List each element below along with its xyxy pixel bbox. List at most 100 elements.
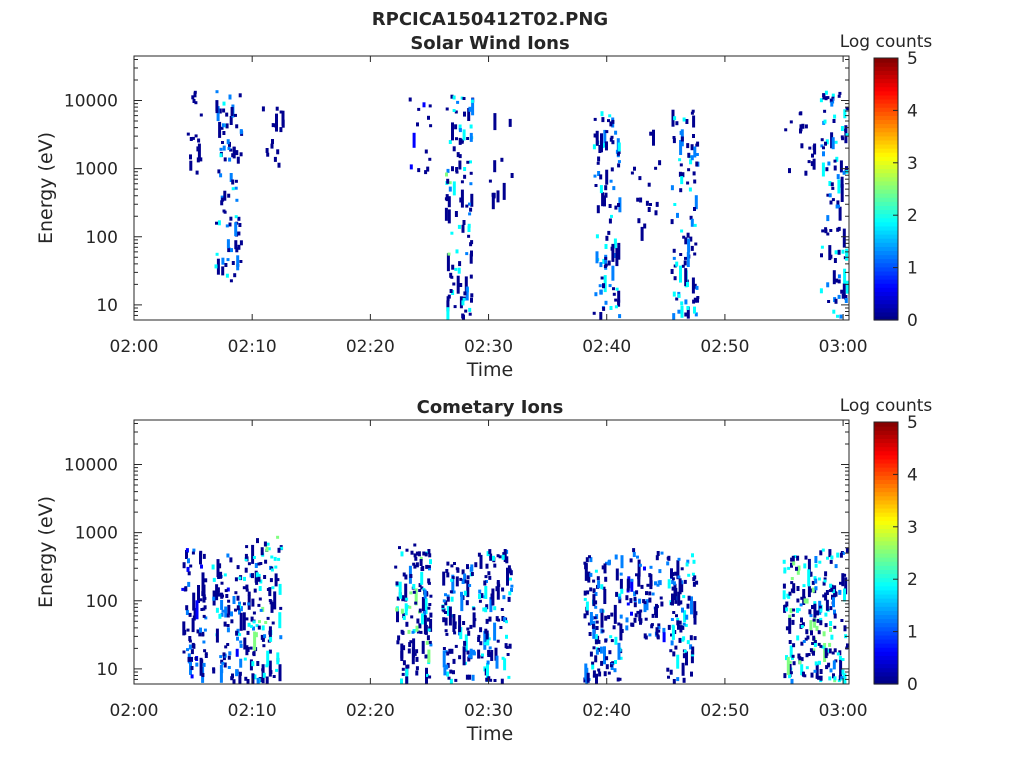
solar-wind-cell <box>605 169 609 185</box>
solar-wind-cell <box>428 157 432 161</box>
solar-wind-cell <box>427 115 430 120</box>
solar-wind-cell <box>199 113 203 117</box>
cometary-cell <box>844 577 848 595</box>
cometary-cell <box>841 551 845 555</box>
cometary-colorbar-step <box>874 553 898 558</box>
cometary-cell <box>397 635 401 641</box>
cometary-cell <box>202 614 206 618</box>
cometary-cell <box>186 566 190 572</box>
cometary-cell <box>278 612 282 629</box>
cometary-cell <box>796 598 800 603</box>
cometary-cell <box>814 586 818 591</box>
cometary-cell <box>220 612 224 617</box>
cometary-cell <box>501 656 505 660</box>
cometary-cell <box>676 617 680 621</box>
solar-wind-cell <box>834 298 838 304</box>
cometary-colorbar-step <box>874 675 898 681</box>
cometary-cell <box>596 576 600 581</box>
cometary-cell <box>816 610 819 616</box>
solar-wind-cell <box>603 195 606 207</box>
cometary-cell <box>585 557 589 563</box>
cometary-cell <box>442 608 446 613</box>
solar-wind-cell <box>416 122 419 127</box>
cometary-colorbar-step <box>874 634 898 640</box>
solar-wind-cell <box>236 255 240 271</box>
cometary-cell <box>834 564 838 569</box>
solar-wind-colorbar-step <box>874 221 898 227</box>
solar-wind-colorbar-step <box>874 213 898 219</box>
cometary-cell <box>802 584 806 588</box>
cometary-cell <box>684 623 688 627</box>
cometary-cell <box>595 620 599 624</box>
solar-wind-cell <box>808 146 812 150</box>
solar-wind-cell <box>845 166 848 171</box>
solar-wind-cell <box>233 273 237 278</box>
solar-wind-colorbar-step <box>874 279 898 284</box>
cometary-cell <box>215 628 219 643</box>
cometary-cell <box>816 618 820 623</box>
solar-wind-cell <box>842 283 846 296</box>
solar-wind-cell <box>598 145 602 153</box>
cometary-panel: Cometary Ions 02:00 02:10 02:20 02:30 02:40 0… <box>35 396 932 745</box>
cometary-cell <box>236 605 240 611</box>
cometary-cell <box>264 559 268 564</box>
cometary-colorbar-step <box>874 561 898 566</box>
cometary-cell <box>416 630 420 634</box>
cometary-cell <box>631 622 635 627</box>
solar-wind-colorbar-step <box>874 107 898 112</box>
solar-wind-colorbar-step <box>874 299 898 305</box>
cometary-cell <box>222 652 226 657</box>
cometary-cell <box>677 624 680 630</box>
cometary-cell <box>618 677 622 681</box>
cometary-colorbar-step <box>874 651 898 656</box>
solar-wind-cell <box>274 123 278 128</box>
cometary-cell <box>216 559 220 578</box>
cometary-cell <box>185 610 189 615</box>
cometary-cell <box>243 576 246 581</box>
cometary-cell <box>585 610 589 616</box>
cometary-cell <box>508 591 512 596</box>
cometary-cell <box>236 671 240 675</box>
cometary-cell <box>422 551 426 556</box>
cometary-cell <box>832 660 836 670</box>
solar-wind-colorbar-step <box>874 115 898 120</box>
solar-wind-cell <box>608 218 612 224</box>
solar-wind-cell <box>682 117 686 122</box>
solar-wind-colorbar-step <box>874 156 898 161</box>
cometary-cell <box>785 655 788 661</box>
cometary-cell <box>188 636 192 641</box>
solar-wind-cell <box>611 140 615 145</box>
cometary-cell <box>459 627 463 640</box>
cometary-colorbar-step <box>874 593 898 599</box>
cometary-cell <box>506 567 509 586</box>
cometary-cell <box>691 553 694 558</box>
cometary-cell <box>635 573 638 577</box>
solar-wind-cell <box>463 167 467 171</box>
solar-wind-cell <box>226 258 230 262</box>
cometary-colorbar-step <box>874 544 898 550</box>
cometary-cell <box>275 668 279 672</box>
solar-wind-cell <box>488 179 492 183</box>
solar-wind-cell <box>197 143 201 158</box>
cometary-cell <box>405 597 409 601</box>
cometary-cell <box>252 626 255 631</box>
cometary-cell <box>402 660 406 666</box>
solar-wind-cell <box>458 124 462 131</box>
cometary-cell <box>689 635 693 641</box>
cometary-cell <box>269 578 273 583</box>
cometary-cell <box>450 596 454 602</box>
cometary-cell <box>429 594 433 598</box>
solar-wind-cell <box>605 235 609 241</box>
solar-wind-cell <box>261 106 265 112</box>
solar-wind-cell <box>228 94 232 100</box>
cometary-cell <box>597 668 601 672</box>
cometary-cell <box>501 554 505 560</box>
cometary-cell <box>419 559 423 566</box>
cometary-cell <box>667 624 671 630</box>
cometary-cell <box>493 679 497 682</box>
cometary-cell <box>614 554 618 560</box>
cometary-cell <box>677 575 681 579</box>
cometary-cell <box>648 591 652 596</box>
solar-wind-colorbar-step <box>874 119 898 125</box>
cometary-cell <box>225 594 229 598</box>
